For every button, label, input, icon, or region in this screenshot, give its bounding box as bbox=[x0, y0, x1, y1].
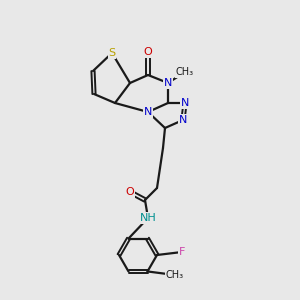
Text: CH₃: CH₃ bbox=[166, 270, 184, 280]
Text: N: N bbox=[144, 107, 152, 117]
Text: S: S bbox=[108, 48, 116, 58]
Text: F: F bbox=[179, 247, 185, 257]
Text: CH₃: CH₃ bbox=[176, 67, 194, 77]
Text: O: O bbox=[144, 47, 152, 57]
Text: NH: NH bbox=[140, 213, 156, 223]
Text: N: N bbox=[179, 115, 187, 125]
Text: O: O bbox=[126, 187, 134, 197]
Text: N: N bbox=[181, 98, 189, 108]
Text: N: N bbox=[164, 78, 172, 88]
